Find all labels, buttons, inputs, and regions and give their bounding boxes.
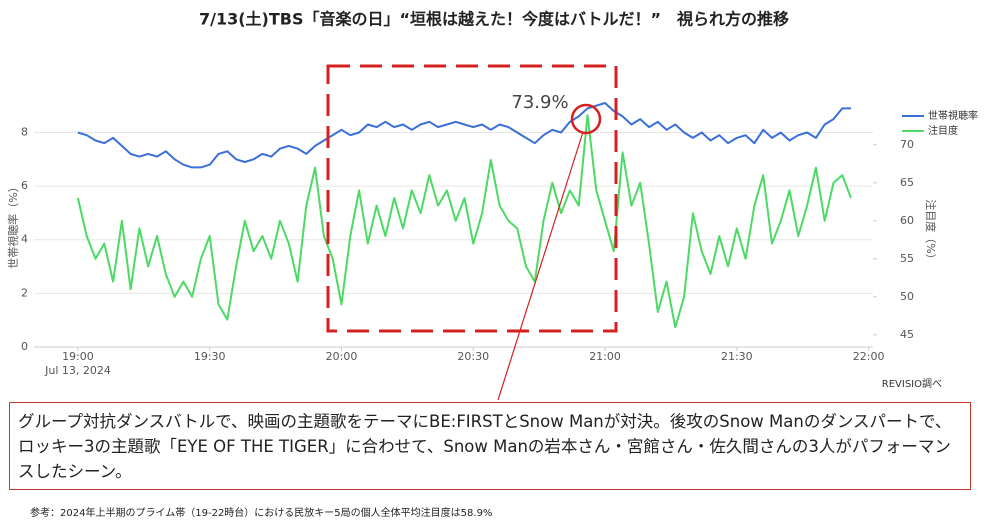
- x-tick-label: 19:00: [62, 350, 94, 363]
- peak-label: 73.9%: [511, 92, 568, 113]
- peak-circle: [570, 103, 602, 135]
- x-tick-label: 21:30: [721, 350, 753, 363]
- chart: 7/13(土)TBS「音楽の日」“垣根は越えた！今度はバトルだ！” 視られ方の推…: [6, 10, 978, 401]
- y-tick-label: 6: [21, 179, 28, 192]
- x-tick-label: 21:00: [589, 350, 621, 363]
- y2-tick-label: 55: [900, 252, 914, 265]
- y2-tick-label: 70: [900, 138, 914, 151]
- series-line: [76, 114, 852, 329]
- highlight-box: [326, 64, 618, 333]
- x-tick-label: 20:00: [326, 350, 358, 363]
- x-tick-label: 22:00: [853, 350, 885, 363]
- y-tick-label: 0: [21, 340, 28, 353]
- y-axis-title: 世帯視聴率（%）: [6, 181, 20, 268]
- x-tick-label: 20:30: [457, 350, 489, 363]
- source: REVISIO調べ: [882, 377, 942, 390]
- y2-tick-label: 60: [900, 214, 914, 227]
- footnote: 参考：2024年上半期のプライム帯（19-22時台）における民放キー5局の個人全…: [30, 508, 493, 519]
- y2-tick-label: 65: [900, 176, 914, 189]
- x-date-label: Jul 13, 2024: [44, 364, 111, 377]
- legend-label: 世帯視聴率: [928, 109, 978, 122]
- y-tick-label: 4: [21, 233, 28, 246]
- callout-line: [497, 131, 584, 401]
- chart-title: 7/13(土)TBS「音楽の日」“垣根は越えた！今度はバトルだ！” 視られ方の推…: [199, 10, 789, 29]
- y2-axis-title: 注目度（%）: [924, 199, 938, 264]
- series-line: [77, 102, 851, 169]
- y2-tick-label: 45: [900, 328, 914, 341]
- legend-label: 注目度: [928, 124, 958, 137]
- x-tick-label: 19:30: [194, 350, 226, 363]
- y2-tick-label: 50: [900, 290, 914, 303]
- y-tick-label: 2: [21, 286, 28, 299]
- note-box: グループ対抗ダンスバトルで、映画の主題歌をテーマにBE:FIRSTとSnow M…: [9, 402, 971, 490]
- y-tick-label: 8: [21, 125, 28, 138]
